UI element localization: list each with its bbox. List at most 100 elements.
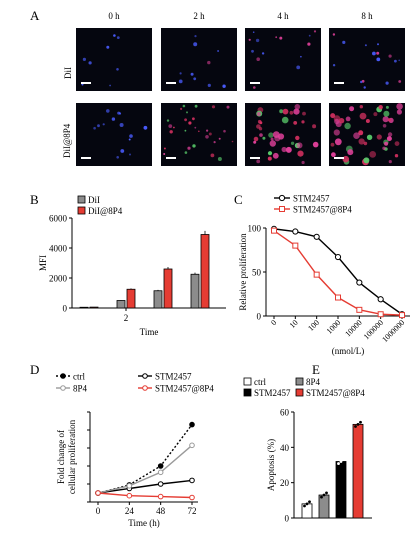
cell-dot — [208, 132, 212, 136]
micrograph-tile — [161, 28, 237, 91]
cell-dot — [116, 36, 120, 39]
chart-e-apoptosis: 0 20 40 60 Apoptosis (%) ctrl 8P4 STM2457 STM245… — [243, 377, 372, 524]
cell-dot — [293, 108, 300, 115]
data-point — [356, 279, 363, 286]
cell-dot — [378, 105, 383, 110]
legend-marker — [142, 373, 148, 379]
row-head-dii-8p4: DiI@8P4 — [62, 123, 72, 158]
cell-dot — [394, 154, 399, 158]
cell-dot — [388, 54, 392, 58]
cell-dot — [187, 146, 191, 150]
micrograph-cells — [163, 104, 234, 161]
cell-dot — [184, 118, 187, 122]
cell-dot — [366, 134, 373, 140]
cell-dot — [194, 126, 197, 129]
legend-label: STM2457@8P4 — [293, 205, 352, 215]
cell-dot — [88, 61, 92, 65]
cell-dot — [113, 34, 116, 37]
cell-dot — [106, 109, 110, 113]
cell-dot — [253, 136, 259, 142]
y-tick-label: 20 — [280, 478, 290, 488]
legend-label: ctrl — [73, 372, 85, 382]
cell-dot — [190, 72, 194, 76]
legend-marker — [60, 385, 66, 391]
cell-dot — [163, 147, 166, 150]
cell-dot — [334, 118, 340, 125]
replicate-dot — [305, 502, 309, 506]
replicate-dot — [322, 493, 326, 497]
cell-dot — [295, 135, 300, 141]
cell-dot — [282, 108, 289, 115]
cell-dot — [252, 31, 255, 33]
cell-dot — [128, 138, 131, 141]
micrograph-cells — [93, 109, 148, 159]
legend-label: DiI@8P4 — [88, 206, 123, 216]
cell-dot — [192, 117, 195, 121]
data-point — [334, 253, 342, 261]
cell-dot — [281, 146, 287, 153]
bar-dii-8p4 — [200, 234, 210, 309]
x-tick-label: 1000000 — [380, 318, 406, 344]
cell-dot — [180, 107, 183, 110]
cell-dot — [205, 135, 209, 139]
data-point — [157, 469, 164, 476]
cell-dot — [270, 137, 274, 141]
cell-dot — [253, 140, 257, 144]
scale-bar — [250, 82, 260, 84]
cell-dot — [382, 124, 387, 128]
cell-dot — [308, 34, 311, 37]
panel-a-label: A — [30, 8, 40, 23]
x-tick-label: 100 — [306, 318, 321, 333]
cell-dot — [396, 103, 403, 110]
replicate-dot — [303, 504, 306, 508]
chart-d-fold-change: 0 24 48 72 Time (h) Fold change of cellular pr… — [56, 372, 214, 528]
cell-dot — [345, 116, 351, 122]
panel-e-label: E — [312, 362, 320, 377]
cell-dot — [198, 130, 200, 133]
cell-dot — [116, 156, 119, 159]
cell-dot — [388, 160, 392, 164]
cell-dot — [82, 57, 86, 61]
cell-dot — [312, 141, 319, 148]
cell-dot — [296, 65, 301, 70]
replicate-dot — [337, 462, 340, 465]
x-tick-label: 0 — [269, 318, 278, 327]
cell-dot — [261, 52, 265, 55]
cell-dot — [272, 152, 279, 159]
legend-label: ctrl — [254, 377, 266, 387]
x-axis-label: (nmol/L) — [332, 346, 365, 356]
y-axis-label: Apoptosis (%) — [266, 439, 276, 491]
micrograph-cells — [248, 30, 317, 89]
replicate-dot — [325, 491, 328, 495]
cell-dot — [396, 109, 402, 115]
cell-dot — [281, 116, 289, 124]
cell-dot — [330, 142, 335, 147]
cell-dot — [361, 79, 365, 83]
y-axis-label-line1: Fold change of — [56, 430, 66, 484]
data-point — [157, 481, 164, 487]
replicate-dot — [320, 495, 323, 499]
cell-dot — [300, 55, 302, 58]
cell-dot — [331, 152, 336, 158]
legend-marker — [60, 373, 66, 379]
cell-dot — [169, 130, 173, 134]
cell-dot — [347, 149, 354, 156]
replicate-dot — [339, 460, 343, 463]
legend-label: DiI — [88, 195, 100, 205]
series-line-1 — [97, 479, 193, 494]
legend-label: STM2457@8P4 — [155, 384, 214, 394]
cell-dot — [302, 111, 306, 116]
cell-dot — [184, 129, 187, 132]
y-tick-label: 0 — [285, 514, 290, 524]
micrograph-tile — [76, 103, 152, 166]
cell-dot — [206, 129, 209, 132]
data-point — [292, 228, 299, 235]
data-point — [271, 227, 277, 234]
bar-dii-8p4 — [163, 268, 173, 309]
y-tick-label: 50 — [252, 268, 262, 278]
cell-dot — [129, 134, 133, 138]
cell-dot — [359, 112, 367, 120]
data-point — [292, 242, 299, 249]
y-tick-label: 40 — [280, 443, 290, 453]
cell-dot — [192, 144, 196, 148]
